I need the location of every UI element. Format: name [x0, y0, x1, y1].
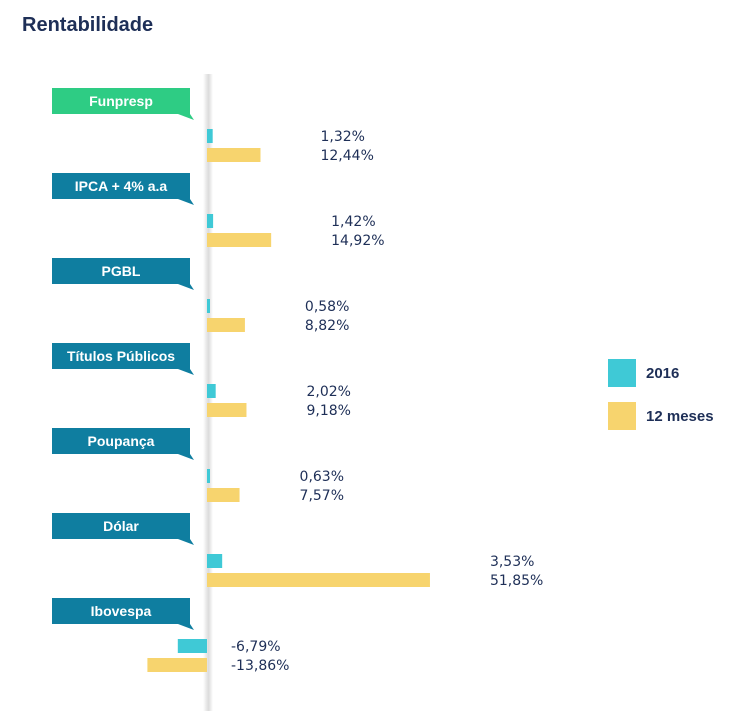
- category-label: IPCA + 4% a.a: [75, 178, 168, 194]
- data-label: 8,82%: [305, 318, 349, 334]
- bar-2016: [207, 299, 210, 313]
- bar-12-meses: [207, 148, 261, 162]
- category-label-tail: [178, 284, 194, 290]
- data-label: 12,44%: [320, 148, 373, 164]
- category-label: PGBL: [102, 263, 141, 279]
- bar-12-meses: [207, 233, 272, 247]
- data-label: 3,53%: [490, 554, 534, 570]
- category-label-bg: [52, 258, 190, 284]
- bar-12-meses: [207, 573, 430, 587]
- legend-label: 12 meses: [646, 408, 714, 425]
- data-label: 1,32%: [320, 129, 364, 145]
- category-label: Ibovespa: [91, 603, 152, 619]
- data-label: 0,58%: [305, 299, 349, 315]
- category-label: Dólar: [103, 518, 139, 534]
- bar-2016: [207, 129, 213, 143]
- category-label-bg: [52, 343, 190, 369]
- data-label: 0,63%: [300, 469, 344, 485]
- category-label-bg: [52, 88, 190, 114]
- data-label: 51,85%: [490, 573, 543, 589]
- bar-2016: [207, 384, 216, 398]
- category-label-tail: [178, 199, 194, 205]
- bar-2016: [177, 639, 207, 653]
- legend-swatch: [608, 359, 636, 387]
- category-label-bg: [52, 428, 190, 454]
- data-label: 2,02%: [306, 384, 350, 400]
- bar-2016: [207, 469, 210, 483]
- data-label: 7,57%: [300, 488, 344, 504]
- legend: 2016 12 meses: [608, 359, 714, 430]
- data-label: -13,86%: [231, 658, 289, 674]
- category-label: Títulos Públicos: [67, 348, 175, 364]
- bar-2016: [207, 214, 214, 228]
- data-label: 9,18%: [306, 403, 350, 419]
- category-label: Poupança: [88, 433, 155, 449]
- category-label-bg: [52, 513, 190, 539]
- bar-12-meses: [207, 403, 247, 417]
- page-title: Rentabilidade: [22, 14, 154, 36]
- data-label: 14,92%: [331, 233, 384, 249]
- data-label: -6,79%: [231, 639, 281, 655]
- category-label-bg: [52, 173, 190, 199]
- category-label-tail: [178, 114, 194, 120]
- category-label-tail: [178, 454, 194, 460]
- category-label-bg: [52, 598, 190, 624]
- category-label-tail: [178, 539, 194, 545]
- category-label-tail: [178, 369, 194, 375]
- bar-2016: [207, 554, 223, 568]
- legend-label: 2016: [646, 365, 679, 382]
- bar-12-meses: [147, 658, 207, 672]
- category-label: Funpresp: [89, 93, 153, 109]
- legend-swatch: [608, 402, 636, 430]
- data-label: 1,42%: [331, 214, 375, 230]
- category-label-tail: [178, 624, 194, 630]
- bar-12-meses: [207, 488, 240, 502]
- bar-12-meses: [207, 318, 245, 332]
